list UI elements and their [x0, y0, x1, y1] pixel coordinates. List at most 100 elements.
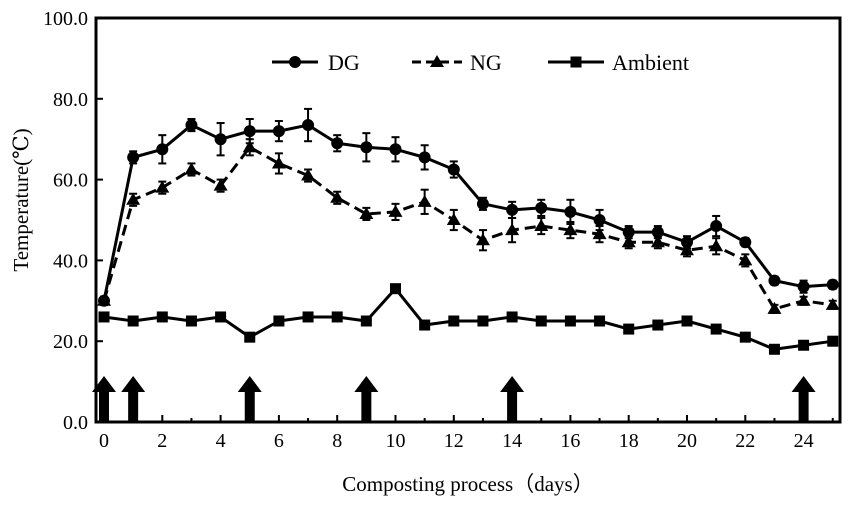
data-point-ng	[359, 206, 374, 219]
x-tick-label: 18	[619, 430, 639, 452]
turning-arrow	[237, 376, 262, 421]
x-tick-label: 4	[216, 430, 226, 452]
data-point-dg	[156, 143, 169, 156]
data-point-dg	[506, 203, 519, 216]
data-point-dg	[768, 274, 781, 287]
turning-arrow	[354, 376, 379, 421]
data-point-ambient	[302, 311, 314, 323]
data-point-dg	[214, 133, 227, 146]
data-point-ambient	[156, 311, 168, 323]
x-tick-label: 20	[677, 430, 697, 452]
data-point-ambient	[98, 311, 110, 323]
data-point-ambient	[827, 335, 839, 347]
data-point-ambient	[244, 331, 256, 343]
data-point-dg	[360, 141, 373, 154]
x-tick-label: 22	[735, 430, 755, 452]
data-point-dg	[185, 119, 198, 132]
data-point-ng	[825, 297, 840, 310]
data-point-ng	[446, 213, 461, 225]
data-point-dg	[331, 137, 344, 150]
data-point-ng	[301, 168, 316, 181]
data-point-ambient	[798, 339, 810, 351]
data-point-ambient	[477, 315, 489, 327]
y-tick-label: 60.0	[53, 170, 88, 192]
y-tick-label: 0.0	[63, 412, 88, 434]
data-point-ng	[155, 180, 170, 193]
series-line-ambient	[103, 287, 833, 351]
data-point-ng	[738, 253, 753, 266]
y-tick-label: 80.0	[53, 89, 88, 111]
data-point-ng	[709, 239, 724, 252]
legend-marker-ng	[430, 55, 444, 67]
legend-label-ng: NG	[470, 50, 502, 75]
data-point-ng	[621, 235, 636, 248]
data-point-dg	[564, 205, 577, 218]
x-tick-label: 8	[332, 430, 342, 452]
data-point-dg	[681, 236, 693, 249]
data-point-dg	[797, 280, 810, 293]
data-point-ambient	[535, 315, 547, 327]
data-point-ng	[242, 140, 257, 153]
y-axis-label: Temperature(℃)	[9, 128, 33, 271]
legend-item-ambient: Ambient	[548, 50, 689, 75]
data-point-dg	[651, 226, 664, 239]
data-point-ambient	[215, 311, 227, 323]
series-line-dg	[102, 123, 833, 302]
x-tick-label: 0	[99, 430, 109, 452]
x-axis-label: Composting process（days）	[342, 472, 593, 496]
data-point-ng	[796, 293, 811, 306]
x-tick-label: 6	[274, 430, 284, 452]
y-tick-label: 40.0	[53, 250, 88, 272]
data-point-dg	[826, 278, 839, 291]
data-point-ng	[767, 301, 782, 314]
x-tick-label: 12	[444, 430, 464, 452]
legend-label-ambient: Ambient	[612, 50, 689, 75]
data-point-ambient	[331, 311, 343, 323]
data-point-dg	[98, 294, 110, 307]
data-point-ambient	[273, 315, 285, 327]
data-point-ambient	[594, 315, 606, 327]
data-point-ambient	[652, 319, 664, 331]
data-point-ng	[213, 178, 228, 191]
data-point-ambient	[681, 315, 693, 327]
data-point-ng	[505, 223, 520, 236]
data-point-ambient	[710, 323, 722, 335]
turning-arrow	[791, 376, 816, 421]
data-point-ng	[592, 227, 607, 240]
data-point-dg	[127, 151, 140, 164]
data-point-ambient	[564, 315, 576, 327]
data-point-ambient	[739, 331, 751, 343]
data-point-ambient	[360, 315, 372, 327]
x-tick-label: 10	[386, 430, 406, 452]
legend-item-dg: DG	[272, 50, 360, 75]
data-point-ambient	[623, 323, 635, 335]
data-point-ambient	[448, 315, 460, 327]
data-point-ambient	[185, 315, 197, 327]
data-point-ng	[680, 243, 694, 256]
data-point-dg	[243, 125, 256, 138]
legend-marker-ambient	[570, 56, 582, 68]
series-line-ng	[102, 145, 833, 311]
x-tick-label: 14	[502, 430, 522, 452]
series-ambient	[98, 283, 839, 355]
data-point-ambient	[419, 319, 431, 331]
data-point-dg	[418, 151, 431, 164]
x-tick-label: 2	[157, 430, 167, 452]
data-point-dg	[272, 125, 285, 138]
data-point-ng	[184, 162, 199, 175]
data-point-dg	[739, 236, 752, 249]
data-point-ng	[534, 219, 549, 232]
data-point-ng	[475, 233, 490, 246]
data-point-ambient	[506, 311, 518, 323]
data-point-ng	[271, 156, 286, 169]
legend-marker-dg	[289, 56, 301, 68]
data-point-dg	[302, 119, 315, 132]
series-dg	[98, 107, 839, 307]
data-point-ambient	[127, 315, 139, 327]
data-point-dg	[447, 163, 460, 176]
data-point-dg	[622, 226, 635, 239]
series-ng	[97, 138, 840, 314]
turning-arrow	[121, 376, 146, 421]
data-point-ng	[417, 194, 432, 207]
